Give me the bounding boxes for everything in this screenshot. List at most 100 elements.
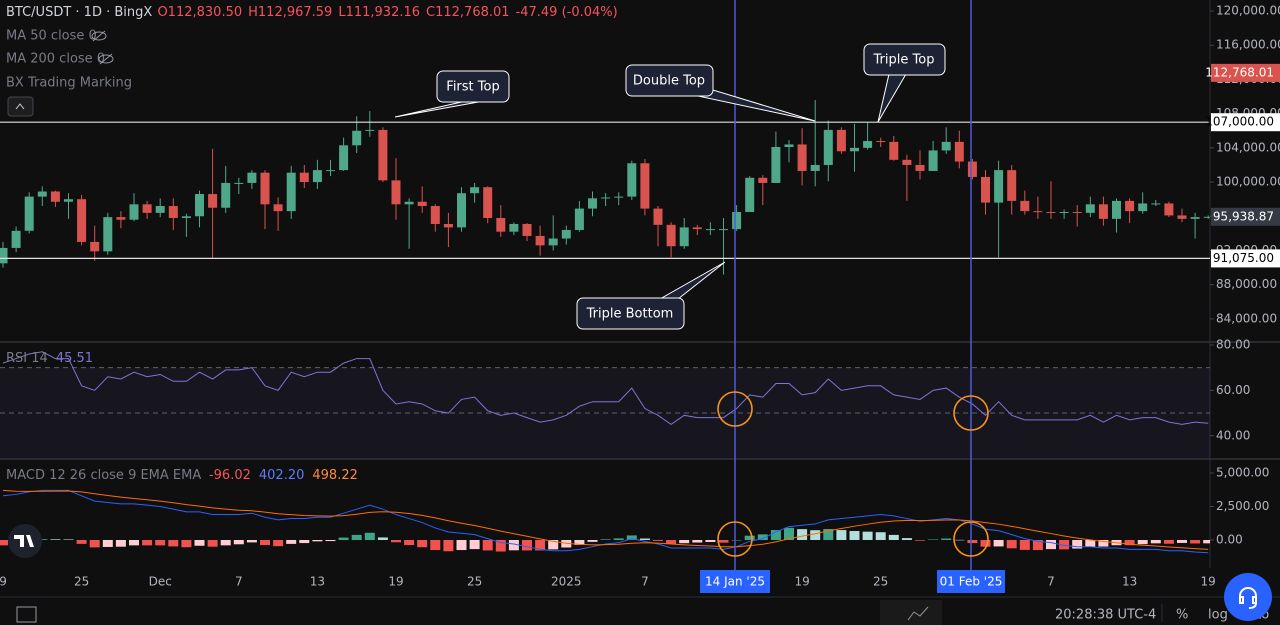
histogram-bar bbox=[207, 539, 218, 547]
candle-body bbox=[1164, 203, 1174, 216]
candle-body bbox=[221, 182, 231, 208]
candle-body bbox=[1085, 204, 1095, 213]
histogram-bar bbox=[705, 539, 716, 543]
candle-body bbox=[705, 229, 715, 231]
candle-body bbox=[850, 147, 859, 152]
histogram-bar bbox=[63, 539, 74, 540]
eye-icons[interactable] bbox=[91, 30, 114, 65]
macd-pane bbox=[0, 489, 1210, 554]
percent-toggle[interactable]: % bbox=[1176, 608, 1188, 623]
candle-body bbox=[588, 198, 597, 209]
candle-body bbox=[601, 197, 611, 199]
histogram-bar bbox=[129, 539, 139, 546]
histogram-bar bbox=[482, 539, 493, 551]
candle-body bbox=[129, 204, 139, 220]
histogram-bar bbox=[967, 539, 978, 544]
x-tick-label: 14 Jan '25 bbox=[705, 575, 765, 589]
candle-body bbox=[1177, 215, 1187, 219]
y-tick-label: 116,000.00 bbox=[1216, 38, 1280, 52]
eye-icon[interactable] bbox=[91, 31, 107, 41]
histogram-bar bbox=[404, 539, 415, 546]
candle-body bbox=[522, 223, 532, 236]
x-tick-label: 13 bbox=[310, 575, 325, 589]
histogram-bar bbox=[430, 539, 441, 551]
x-tick-label: 13 bbox=[1122, 575, 1137, 589]
histogram-bar bbox=[417, 539, 428, 548]
y-tick-label: 84,000.00 bbox=[1216, 311, 1277, 325]
callout-box bbox=[625, 64, 714, 97]
candle-body bbox=[797, 144, 807, 171]
histogram-bar bbox=[1163, 539, 1174, 544]
ohlc: C112,768.01 bbox=[426, 5, 510, 20]
histogram-bar bbox=[194, 539, 205, 546]
histogram-bar bbox=[1137, 539, 1148, 545]
macd-value: -96.02 bbox=[209, 468, 251, 483]
level-label-box bbox=[1211, 249, 1280, 268]
callout: Triple Bottom bbox=[576, 261, 726, 330]
callout-text: Triple Bottom bbox=[586, 307, 674, 322]
candle-body bbox=[719, 229, 728, 231]
histogram-bar bbox=[993, 539, 1004, 547]
histogram-bar bbox=[1006, 539, 1017, 549]
candle-body bbox=[574, 208, 584, 230]
histogram-bar bbox=[888, 534, 899, 540]
legend: BTC/USDT · 1D · BingX O112,830.50 H112,967… bbox=[6, 5, 618, 20]
eye-icon[interactable] bbox=[98, 54, 114, 64]
logo[interactable] bbox=[8, 524, 42, 558]
histogram-bar bbox=[744, 535, 755, 540]
logo-mark bbox=[14, 535, 34, 547]
histogram-bar bbox=[1177, 539, 1187, 543]
eye-slash bbox=[99, 53, 113, 65]
histogram-bar bbox=[679, 539, 690, 544]
indicator-label[interactable]: BX Trading Marking bbox=[6, 76, 132, 91]
x-highlight bbox=[700, 570, 770, 593]
macd-title: MACD 12 26 close 9 EMA EMA -96.02 402.20 49… bbox=[6, 468, 358, 483]
histogram-bar bbox=[980, 539, 991, 547]
candle-body bbox=[954, 141, 964, 162]
ohlc: H112,967.59 bbox=[248, 5, 332, 20]
x-tick-label: 9 bbox=[0, 575, 7, 589]
ohlc: -47.49 (-0.04%) bbox=[516, 5, 618, 20]
histogram-bar bbox=[0, 539, 8, 546]
histogram-bar bbox=[718, 539, 729, 543]
circle bbox=[953, 395, 989, 431]
indicator-label[interactable]: MA 200 close 0 bbox=[6, 52, 105, 67]
y-tick-label: 5,000.00 bbox=[1216, 465, 1269, 479]
candle-body bbox=[692, 227, 702, 230]
histogram-bar bbox=[757, 534, 768, 540]
histogram-bar bbox=[1203, 539, 1210, 544]
histogram-bar bbox=[338, 537, 349, 540]
histogram-bar bbox=[351, 534, 362, 540]
compare-icon[interactable] bbox=[907, 606, 929, 621]
y-tick-label: 80.00 bbox=[1216, 337, 1250, 351]
y-tick-label: 104,000.00 bbox=[1216, 140, 1280, 154]
rsi-title: RSI 14 45.51 bbox=[6, 351, 93, 366]
support-button[interactable] bbox=[1224, 573, 1272, 621]
candle-body bbox=[1007, 170, 1017, 201]
candle-body bbox=[836, 129, 846, 152]
histogram-bar bbox=[168, 539, 179, 547]
candle-body bbox=[1138, 203, 1148, 212]
ohlc: L111,932.16 bbox=[338, 5, 420, 20]
histogram-bar bbox=[325, 539, 336, 542]
candle-body bbox=[352, 130, 362, 146]
toolbar-group[interactable] bbox=[880, 600, 942, 625]
candle-body bbox=[876, 141, 886, 143]
histogram-bar bbox=[155, 539, 166, 546]
candle-body bbox=[653, 208, 663, 225]
histogram-bar bbox=[561, 539, 572, 548]
support-icon bbox=[1239, 587, 1257, 609]
candle-body bbox=[37, 191, 47, 197]
calendar-icon[interactable] bbox=[16, 606, 37, 623]
x-tick-label: 19 bbox=[388, 575, 403, 589]
rsi-label: RSI 14 bbox=[6, 351, 48, 366]
log-toggle[interactable]: log bbox=[1208, 608, 1228, 623]
candle-body bbox=[928, 150, 938, 171]
candle-body bbox=[1072, 212, 1082, 214]
indicator-label[interactable]: MA 50 close 0 bbox=[6, 29, 97, 44]
candle-body bbox=[1033, 211, 1043, 213]
candle-body bbox=[260, 172, 270, 205]
collapse-button[interactable] bbox=[7, 96, 34, 117]
histogram-bar bbox=[246, 539, 257, 543]
histogram-bar bbox=[220, 539, 231, 546]
